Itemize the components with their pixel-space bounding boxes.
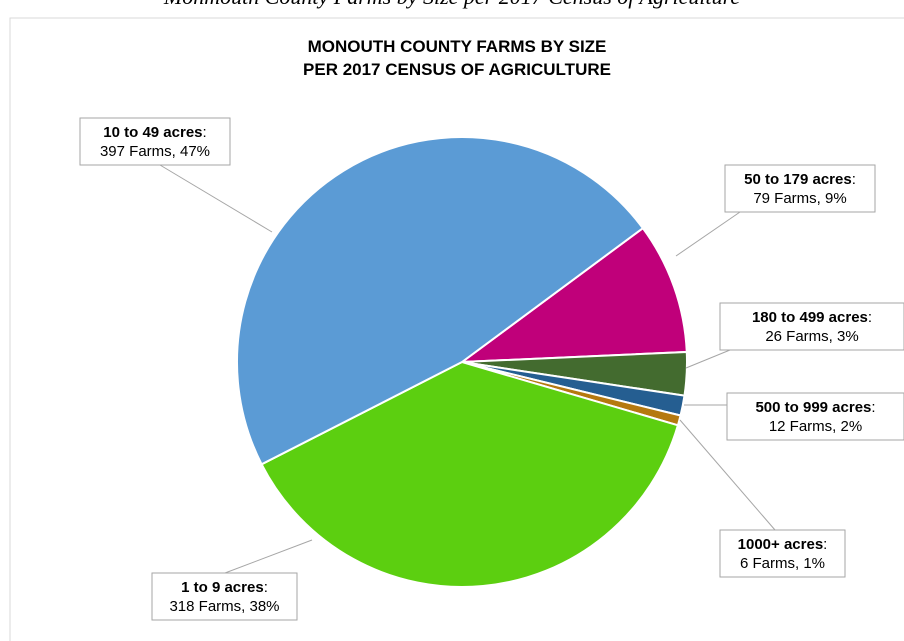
value-label: 12 Farms, 2%: [769, 418, 862, 435]
data-label: 1000+ acres:: [738, 536, 828, 553]
category-label: 10 to 49 acres: [103, 124, 202, 141]
category-label: 180 to 499 acres: [752, 309, 868, 326]
label-box: [726, 392, 904, 441]
label-separator: :: [823, 536, 827, 553]
category-label: 1 to 9 acres: [181, 579, 264, 596]
label-box: [79, 117, 231, 166]
pie-slice: [260, 360, 680, 588]
category-label: 500 to 999 acres: [755, 399, 871, 416]
leader-line: [685, 349, 731, 369]
pie-slice: [236, 136, 645, 466]
label-box: [719, 529, 846, 578]
chart-title: PER 2017 CENSUS OF AGRICULTURE: [303, 60, 611, 79]
leader-line: [675, 211, 741, 257]
value-label: 397 Farms, 47%: [100, 143, 210, 160]
leader-line: [224, 539, 313, 574]
caption: Monmouth County Farms by Size per 2017 C…: [163, 0, 740, 9]
label-separator: :: [264, 579, 268, 596]
leader-line: [159, 164, 273, 233]
label-box: [719, 302, 904, 351]
pie-slice: [458, 226, 688, 364]
data-label: 10 to 49 acres:: [103, 124, 206, 141]
leader-line: [679, 419, 776, 531]
label-separator: :: [868, 309, 872, 326]
label-separator: :: [852, 171, 856, 188]
category-label: 1000+ acres: [738, 536, 824, 553]
value-label: 6 Farms, 1%: [740, 555, 825, 572]
data-label: 500 to 999 acres:: [755, 399, 875, 416]
data-label: 180 to 499 acres:: [752, 309, 872, 326]
value-label: 318 Farms, 38%: [169, 598, 279, 615]
label-box: [151, 572, 298, 621]
value-label: 79 Farms, 9%: [753, 190, 846, 207]
value-label: 26 Farms, 3%: [765, 328, 858, 345]
data-label: 50 to 179 acres:: [744, 171, 856, 188]
label-separator: :: [871, 399, 875, 416]
category-label: 50 to 179 acres: [744, 171, 852, 188]
data-label: 1 to 9 acres:: [181, 579, 268, 596]
label-box: [724, 164, 876, 213]
chart-title: MONOUTH COUNTY FARMS BY SIZE: [308, 37, 607, 56]
label-separator: :: [203, 124, 207, 141]
